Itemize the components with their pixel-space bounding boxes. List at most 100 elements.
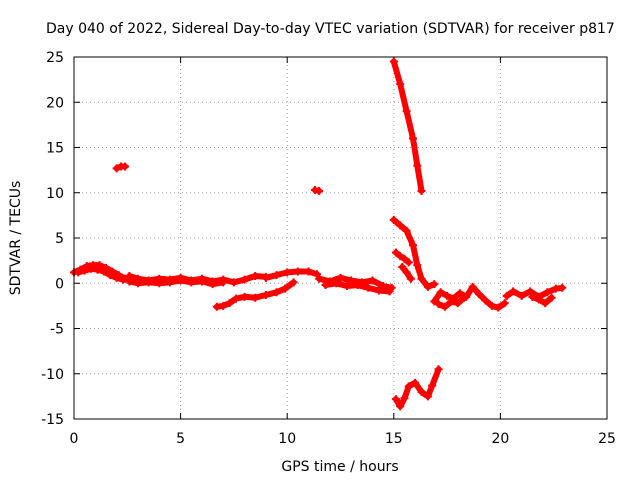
data-point — [509, 287, 518, 296]
data-point — [321, 281, 330, 290]
data-point — [368, 276, 377, 285]
y-tick-label: 5 — [55, 231, 64, 247]
data-point — [272, 288, 281, 297]
data-point — [455, 289, 464, 298]
data-point — [389, 57, 398, 66]
chart-title: Day 040 of 2022, Sidereal Day-to-day VTE… — [46, 21, 615, 37]
y-tick-label: -10 — [41, 367, 64, 383]
data-point — [106, 271, 115, 280]
data-segment — [212, 278, 298, 311]
data-point — [187, 278, 196, 287]
data-point — [541, 299, 550, 308]
data-point — [364, 283, 373, 292]
data-point — [272, 271, 281, 280]
data-point — [434, 365, 443, 374]
data-point — [413, 161, 422, 170]
data-point — [423, 282, 432, 291]
data-point — [402, 226, 411, 235]
data-point — [502, 291, 511, 300]
data-point — [144, 278, 153, 287]
data-segment — [261, 267, 322, 282]
data-point — [112, 164, 121, 173]
data-point — [406, 274, 415, 283]
data-point — [125, 277, 134, 286]
data-segment — [528, 292, 556, 308]
y-axis-label: SDTVAR / TECUs — [8, 181, 24, 296]
data-point — [251, 272, 260, 281]
x-tick-label: 0 — [70, 431, 79, 447]
data-point — [413, 261, 422, 270]
data-point — [500, 299, 509, 308]
data-point — [293, 267, 302, 276]
data-point — [391, 395, 400, 404]
y-tick-label: -15 — [41, 412, 64, 428]
data-point — [261, 291, 270, 300]
x-tick-label: 5 — [176, 431, 185, 447]
data-segment — [389, 215, 439, 291]
data-point — [402, 107, 411, 116]
y-tick-label: 0 — [55, 276, 64, 292]
data-point — [342, 281, 351, 290]
data-point — [517, 291, 526, 300]
data-layer — [70, 57, 567, 411]
data-segment — [430, 282, 509, 312]
data-point — [436, 288, 445, 297]
data-point — [423, 392, 432, 401]
data-point — [417, 186, 426, 195]
data-point — [197, 277, 206, 286]
segment-trace — [213, 279, 297, 310]
data-point — [558, 283, 567, 292]
y-tick-label: 20 — [46, 95, 64, 111]
data-point — [494, 303, 503, 312]
data-point — [251, 293, 260, 302]
data-segment — [112, 162, 130, 173]
data-point — [225, 299, 234, 308]
data-point — [402, 268, 411, 277]
data-point — [155, 279, 164, 288]
data-point — [232, 294, 241, 303]
data-point — [534, 295, 543, 304]
x-tick-label: 20 — [491, 431, 509, 447]
data-point — [396, 80, 405, 89]
data-segment — [391, 365, 443, 411]
data-point — [547, 293, 556, 302]
data-point — [261, 273, 270, 282]
data-point — [528, 292, 537, 301]
tick-layer: 0 5 10 15 20 25 -15 -10 -5 0 5 10 15 20 25 — [41, 50, 616, 447]
data-point — [121, 162, 130, 171]
data-point — [119, 275, 128, 284]
y-tick-label: -5 — [50, 322, 64, 338]
data-point — [315, 186, 324, 195]
data-point — [396, 221, 405, 230]
segment-trace — [392, 249, 412, 266]
data-point — [208, 280, 217, 289]
data-point — [391, 248, 400, 257]
data-point — [475, 290, 484, 299]
data-point — [389, 215, 398, 224]
data-point — [240, 275, 249, 284]
data-point — [468, 282, 477, 291]
data-point — [408, 241, 417, 250]
data-point — [332, 279, 341, 288]
data-point — [93, 265, 102, 274]
data-point — [219, 301, 228, 310]
data-point — [481, 296, 490, 305]
data-point — [99, 267, 108, 276]
data-point — [229, 278, 238, 287]
data-point — [74, 268, 83, 277]
data-point — [408, 134, 417, 143]
data-point — [447, 297, 456, 306]
x-tick-label: 10 — [278, 431, 296, 447]
data-point — [283, 268, 292, 277]
data-point — [526, 287, 535, 296]
data-segment — [125, 276, 228, 289]
y-tick-label: 15 — [46, 141, 64, 157]
data-point — [398, 262, 407, 271]
data-point — [315, 274, 324, 283]
data-point — [411, 378, 420, 387]
data-point — [434, 300, 443, 309]
data-segment — [321, 279, 394, 296]
data-point — [281, 284, 290, 293]
data-point — [400, 394, 409, 403]
